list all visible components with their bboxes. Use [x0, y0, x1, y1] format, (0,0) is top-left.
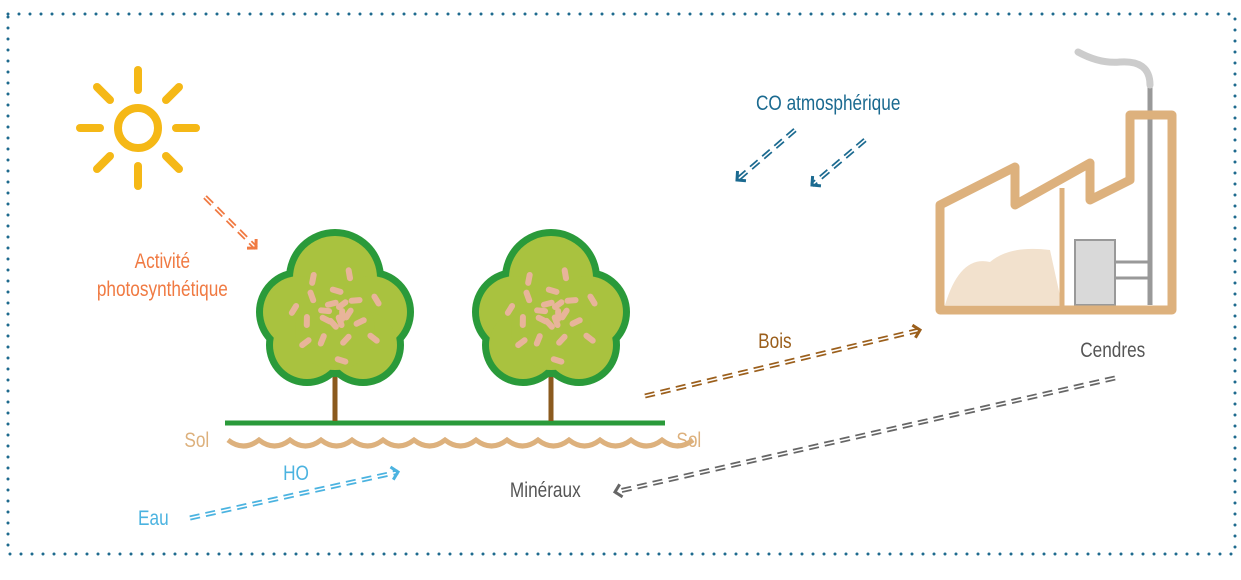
- arrow-line: [737, 130, 795, 180]
- soil-label: Sol: [184, 430, 209, 453]
- tree: [479, 236, 623, 421]
- arrow: [205, 197, 256, 248]
- spot: [304, 314, 310, 328]
- ashes-label: Cendres: [1080, 340, 1145, 363]
- spot: [520, 314, 526, 328]
- water-vapor-label: HO: [283, 463, 309, 486]
- arrow-line: [205, 197, 256, 248]
- tree: [263, 236, 407, 421]
- sun: [80, 70, 196, 186]
- factory: [940, 52, 1172, 310]
- arrow: [737, 130, 795, 181]
- arrow-line: [812, 140, 865, 185]
- wood-label: Bois: [758, 331, 791, 354]
- water-label: Eau: [138, 508, 169, 531]
- photosynthesis-label: Activité: [135, 251, 190, 274]
- diagram: CO atmosphérique Activité photosynthétiq…: [0, 0, 1241, 580]
- soil: [228, 440, 693, 446]
- photosynthesis-label: photosynthétique: [97, 279, 228, 302]
- arrow: [812, 140, 865, 186]
- soil-label: Sol: [676, 430, 701, 453]
- co2-label: CO atmosphérique: [756, 93, 900, 116]
- minerals-label: Minéraux: [510, 480, 581, 503]
